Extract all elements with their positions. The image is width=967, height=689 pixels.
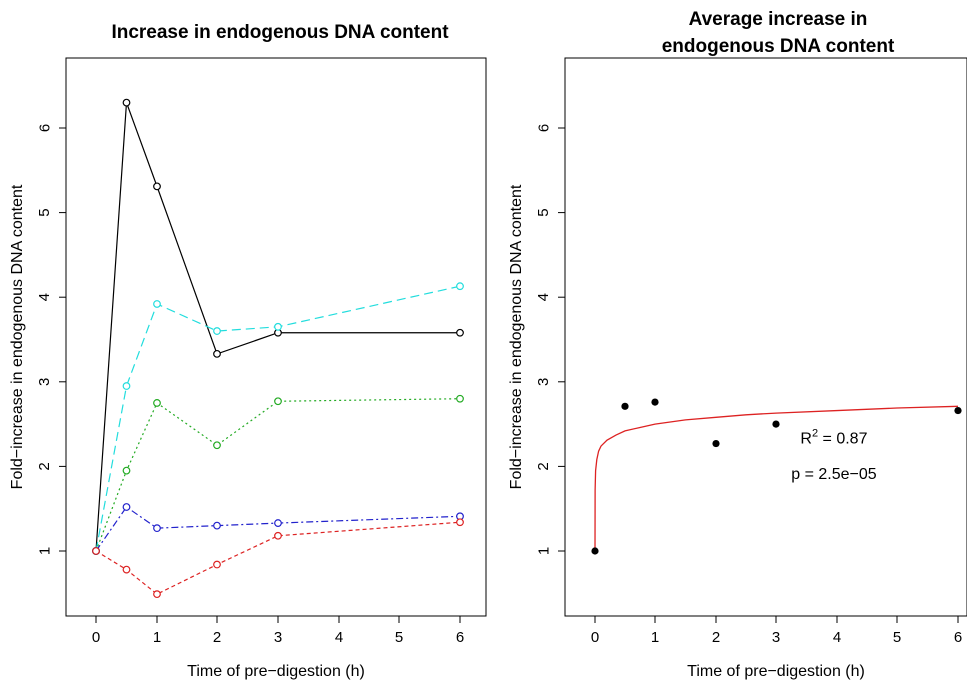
- series-point-4: [274, 519, 282, 527]
- plot-frame: [564, 57, 967, 617]
- series-point-4: [153, 524, 161, 533]
- chart-title-line: Increase in endogenous DNA content: [111, 22, 449, 43]
- series-point-3: [456, 394, 464, 403]
- series-line-3: [95, 398, 461, 552]
- series-point-2: [274, 322, 282, 331]
- y-axis-label: Fold−increase in endogenous DNA content: [508, 184, 525, 489]
- series-point-4: [122, 503, 131, 511]
- data-point: [954, 406, 962, 415]
- series-point-3: [153, 399, 161, 407]
- y-tick-label: 3: [36, 378, 53, 386]
- x-tick-label: 3: [772, 629, 780, 646]
- x-tick-label: 5: [893, 629, 901, 646]
- series-point-3: [274, 397, 282, 406]
- series-point-2: [122, 382, 131, 390]
- plot-frame: [65, 57, 487, 617]
- x-tick-label: 1: [153, 629, 161, 646]
- p-value-annotation: p = 2.5e−05: [791, 466, 877, 483]
- data-point: [621, 402, 629, 410]
- x-tick-label: 6: [456, 629, 464, 646]
- chart-title-line: endogenous DNA content: [662, 36, 895, 57]
- chart-panel-2: Average increase in endogenous DNA conten…: [508, 9, 967, 680]
- x-tick-label: 1: [651, 629, 659, 646]
- series-point-2: [213, 327, 221, 335]
- x-tick-label: 0: [591, 629, 599, 646]
- series-point-5: [153, 590, 161, 599]
- y-axis-label: Fold−increase in endogenous DNA content: [9, 184, 26, 489]
- x-axis-label: Time of pre−digestion (h): [187, 663, 365, 680]
- series-point-5: [122, 565, 131, 574]
- x-tick-label: 6: [954, 629, 962, 646]
- series-point-5: [92, 547, 100, 555]
- y-tick-label: 6: [535, 124, 552, 132]
- series-line-1: [95, 102, 460, 552]
- x-tick-label: 4: [335, 629, 343, 646]
- x-tick-label: 2: [712, 629, 720, 646]
- series-point-3: [213, 441, 221, 450]
- y-tick-label: 3: [535, 378, 552, 386]
- series-point-4: [213, 521, 221, 530]
- x-tick-label: 3: [274, 629, 282, 646]
- y-tick-label: 2: [535, 462, 552, 470]
- y-tick-label: 4: [535, 293, 552, 301]
- x-tick-label: 4: [833, 629, 841, 646]
- y-tick-label: 1: [535, 547, 552, 555]
- series-point-1: [456, 328, 464, 337]
- x-tick-label: 2: [213, 629, 221, 646]
- y-tick-label: 1: [36, 547, 53, 555]
- y-tick-label: 6: [36, 124, 53, 132]
- series-point-2: [153, 300, 161, 308]
- x-tick-label: 5: [395, 629, 403, 646]
- series-point-1: [122, 98, 131, 107]
- chart-panel-1: Increase in endogenous DNA content 0 1 2 3 4 5…: [9, 22, 487, 680]
- series-line-2: [95, 285, 461, 552]
- data-point: [651, 398, 659, 406]
- data-point: [591, 547, 599, 555]
- y-tick-label: 4: [36, 293, 53, 301]
- data-point: [772, 420, 780, 428]
- series-line-4: [95, 506, 461, 552]
- series-point-1: [213, 349, 221, 358]
- series-point-1: [153, 182, 161, 191]
- series-line-5: [95, 521, 461, 595]
- series-point-5: [213, 560, 221, 569]
- series-point-2: [456, 282, 464, 291]
- chart-title-line: Average increase in: [689, 9, 868, 30]
- data-point: [712, 439, 720, 448]
- y-tick-label: 2: [36, 462, 53, 470]
- series-point-5: [456, 518, 464, 527]
- y-tick-label: 5: [36, 208, 53, 216]
- fit-curve: [594, 405, 959, 552]
- x-axis-label: Time of pre−digestion (h): [687, 663, 865, 680]
- series-point-3: [122, 466, 131, 475]
- y-tick-label: 5: [535, 208, 552, 216]
- series-point-5: [274, 531, 282, 540]
- r-squared-annotation: R2 = 0.87: [800, 428, 867, 448]
- x-tick-label: 0: [92, 629, 100, 646]
